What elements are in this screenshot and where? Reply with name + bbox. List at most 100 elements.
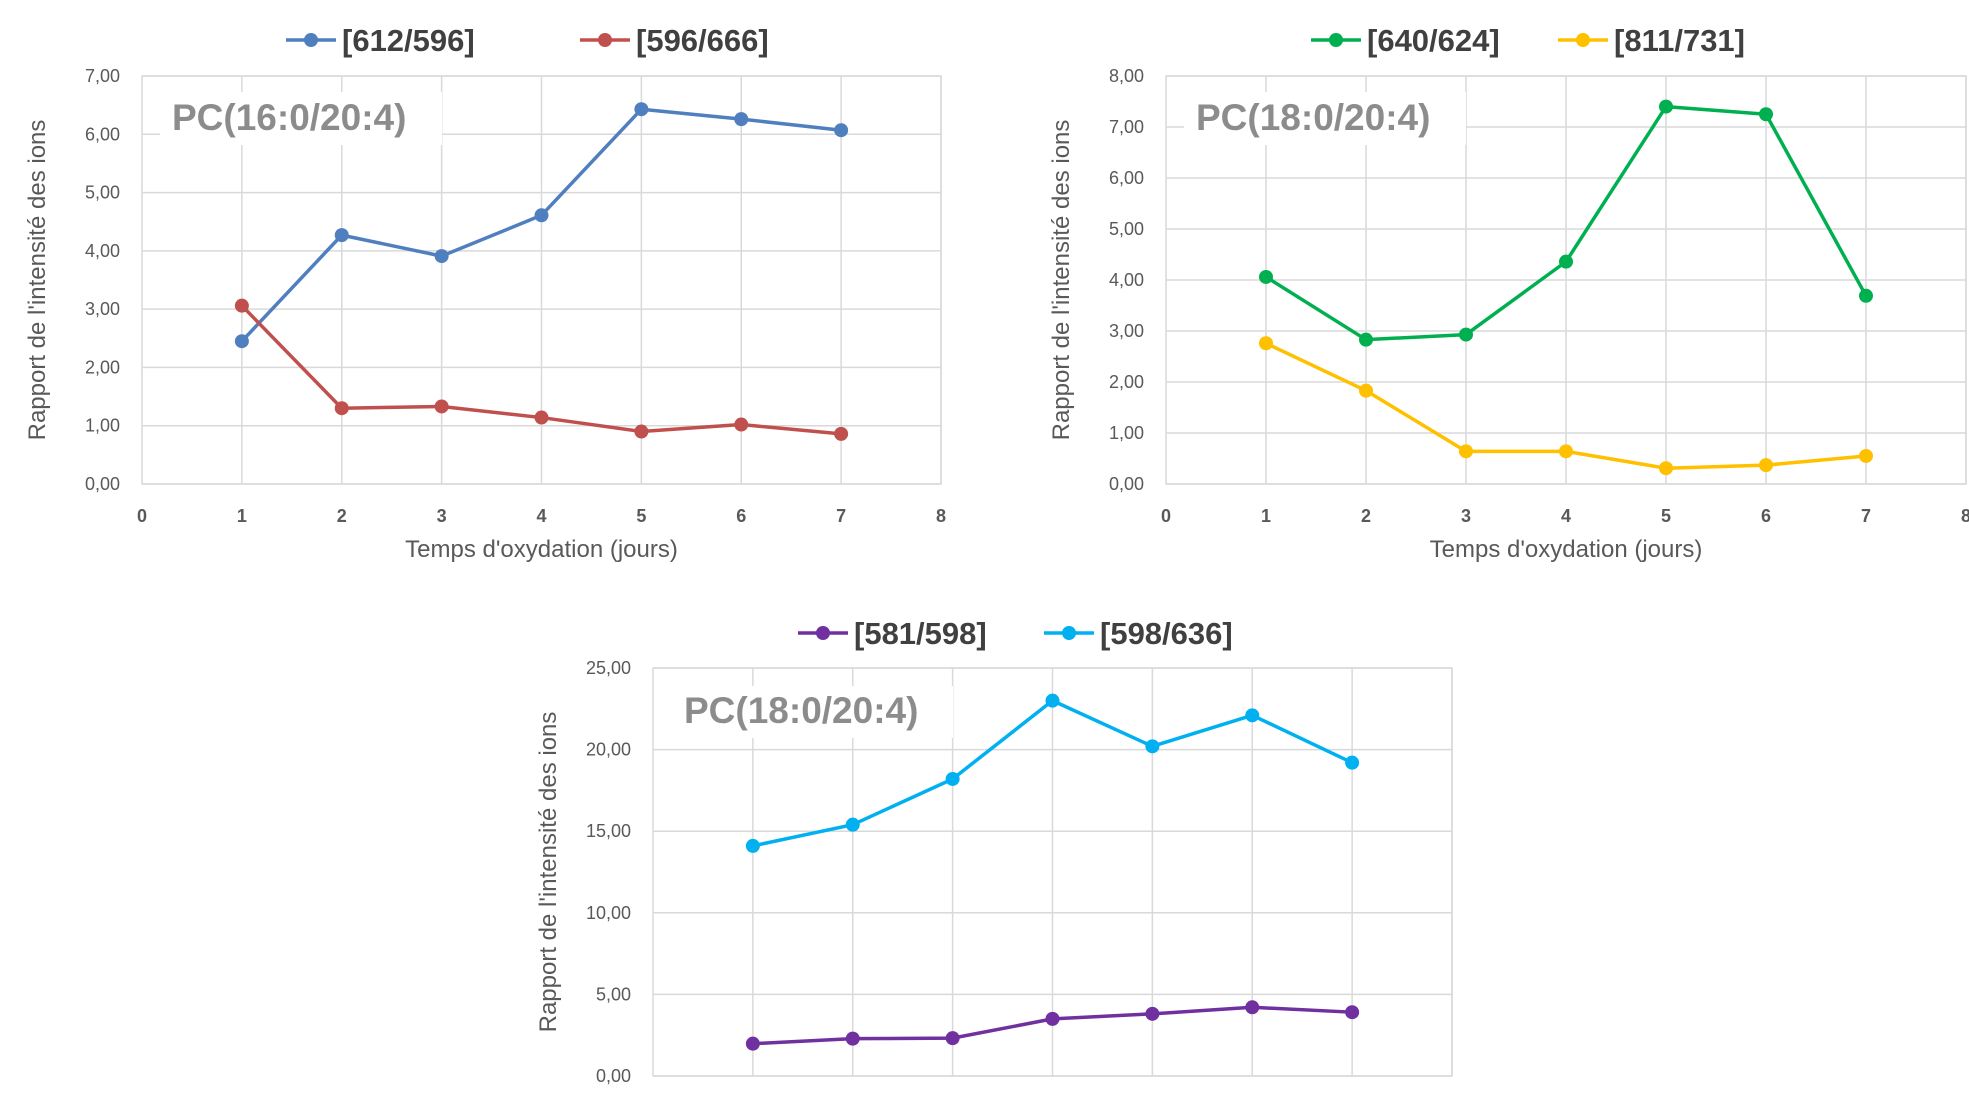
x-tick-label: 8 [1961, 506, 1969, 526]
data-point [734, 112, 749, 127]
legend-entry: [811/731] [1614, 23, 1745, 58]
x-axis-title: Temps d'oxydation (jours) [405, 536, 678, 563]
data-point [745, 1036, 760, 1051]
y-tick-label: 3,00 [1109, 321, 1144, 341]
annotation-box [671, 686, 953, 738]
y-tick-label: 25,00 [586, 658, 631, 678]
y-tick-label: 4,00 [1109, 270, 1144, 290]
y-axis-title: Rapport de l'intensité des ions [535, 712, 562, 1033]
data-point [1359, 332, 1373, 347]
y-tick-label: 6,00 [85, 124, 120, 144]
x-tick-label: 6 [1761, 506, 1771, 526]
data-point [1345, 755, 1360, 770]
data-point [534, 208, 549, 223]
data-point [1145, 1006, 1160, 1021]
legend-marker [1062, 626, 1076, 640]
data-point [845, 817, 860, 832]
data-point [834, 123, 849, 138]
y-tick-label: 0,00 [85, 474, 120, 494]
y-tick-label: 1,00 [1109, 423, 1144, 443]
legend-marker [1576, 33, 1590, 47]
data-point [1145, 739, 1160, 754]
x-axis-title: Temps d'oxydation (jours) [1430, 536, 1703, 563]
legend-entry: [640/624] [1367, 23, 1500, 58]
x-tick-label: 5 [1661, 506, 1671, 526]
x-tick-label: 6 [736, 506, 746, 526]
data-point [434, 249, 449, 264]
y-tick-label: 20,00 [586, 740, 631, 760]
data-point [1245, 1000, 1260, 1015]
legend: [581/598] [598/636] [798, 616, 1233, 651]
chart-3: 0,00 5,00 10,00 15,00 20,00 25,00 Rapport de l… [535, 616, 1453, 1086]
data-point [534, 410, 549, 425]
chart-annotation: PC(18:0/20:4) [1196, 97, 1430, 138]
chart-annotation: PC(18:0/20:4) [684, 690, 918, 731]
data-point [1359, 383, 1373, 398]
y-tick-label: 6,00 [1109, 168, 1144, 188]
y-tick-label: 5,00 [596, 984, 631, 1004]
data-point [734, 417, 749, 432]
data-point [1859, 288, 1873, 303]
legend-entry: [598/636] [1100, 616, 1233, 651]
series-2 [234, 298, 849, 441]
series-1 [1259, 99, 1873, 347]
data-point [1045, 693, 1060, 708]
series-2 [745, 693, 1360, 853]
data-point [334, 228, 349, 243]
legend-marker [1329, 33, 1343, 47]
data-point [634, 424, 649, 439]
x-tick-label: 7 [1861, 506, 1871, 526]
legend-marker [598, 33, 612, 47]
data-point [1559, 254, 1573, 269]
annotation-box [1184, 92, 1466, 145]
y-tick-label: 3,00 [85, 299, 120, 319]
y-tick-label: 5,00 [1109, 219, 1144, 239]
data-point [1659, 461, 1673, 476]
data-point [1659, 99, 1673, 114]
x-tick-label: 3 [1461, 506, 1471, 526]
y-tick-label: 1,00 [85, 416, 120, 436]
legend-marker [304, 33, 318, 47]
plot-area [141, 75, 942, 485]
data-point [434, 399, 449, 414]
y-tick-label: 5,00 [85, 183, 120, 203]
y-tick-label: 2,00 [85, 357, 120, 377]
data-point [234, 298, 249, 313]
plot-area [1165, 75, 1967, 485]
legend-entry: [596/666] [636, 23, 769, 58]
x-tick-label: 4 [1561, 506, 1571, 526]
data-point [1345, 1005, 1360, 1020]
y-axis-title: Rapport de l'intensité des ions [1048, 120, 1075, 441]
chart-1: 0,00 1,00 2,00 3,00 4,00 5,00 6,00 7,00 0 1 2 3 4 5 6 7… [24, 23, 946, 563]
legend-entry: [612/596] [342, 23, 475, 58]
x-tick-label: 2 [1361, 506, 1371, 526]
x-tick-label: 3 [437, 506, 447, 526]
legend: [640/624] [811/731] [1311, 23, 1745, 58]
chart-annotation: PC(16:0/20:4) [172, 97, 406, 138]
data-point [334, 401, 349, 416]
y-tick-label: 0,00 [596, 1066, 631, 1086]
y-tick-label: 7,00 [1109, 117, 1144, 137]
data-point [945, 1031, 960, 1046]
data-point [945, 771, 960, 786]
series-2 [1259, 336, 1873, 476]
data-point [1259, 336, 1273, 351]
x-tick-label: 4 [536, 506, 546, 526]
y-axis-title: Rapport de l'intensité des ions [24, 120, 51, 441]
x-tick-label: 2 [337, 506, 347, 526]
data-point [1559, 444, 1573, 459]
y-tick-label: 15,00 [586, 821, 631, 841]
y-tick-label: 2,00 [1109, 372, 1144, 392]
y-tick-label: 8,00 [1109, 66, 1144, 86]
y-tick-label: 7,00 [85, 66, 120, 86]
data-point [1859, 448, 1873, 463]
x-tick-label: 0 [137, 506, 147, 526]
data-point [634, 102, 649, 117]
chart-2: 0,00 1,00 2,00 3,00 4,00 5,00 6,00 7,00 8,00 0 1 2 3… [1048, 23, 1969, 563]
data-point [845, 1031, 860, 1046]
legend-entry: [581/598] [854, 616, 987, 651]
y-tick-label: 4,00 [85, 241, 120, 261]
data-point [1245, 708, 1260, 723]
